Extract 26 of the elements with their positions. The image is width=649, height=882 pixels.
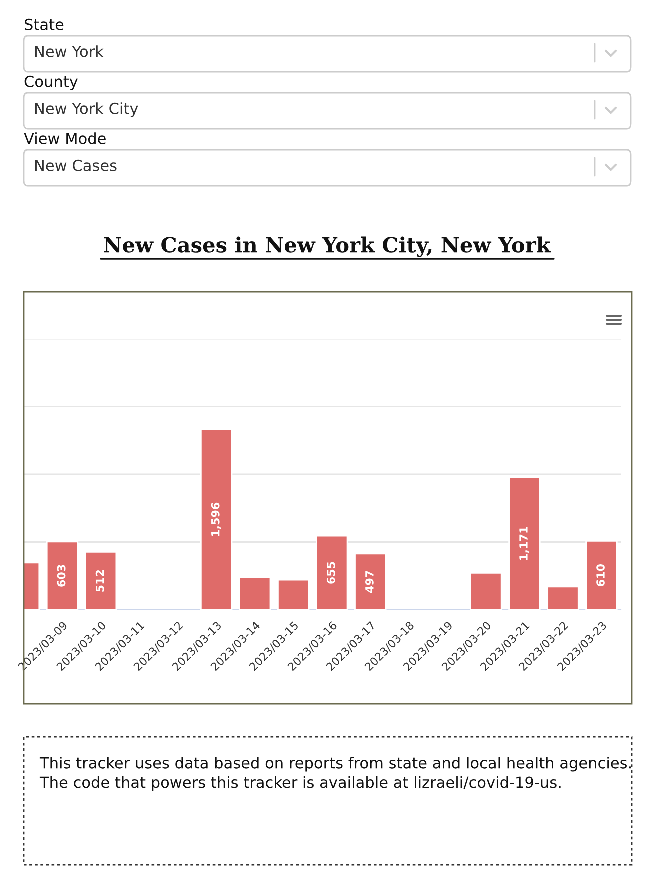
data-label: 497 — [365, 571, 374, 594]
bar — [46, 541, 79, 610]
data-label: 603 — [57, 565, 66, 587]
bar — [278, 579, 310, 610]
text: New York City — [36, 102, 138, 118]
text: This tracker uses data based on reports from state and local health agencies. The code that powers this tracker is available at lizraeli/covid-19-us. — [40, 757, 631, 792]
data-label: 1,596 — [211, 502, 222, 536]
bar — [238, 577, 272, 610]
bar — [547, 586, 580, 610]
data-label: 655 — [326, 562, 336, 584]
bar — [586, 540, 618, 610]
text: County — [24, 76, 78, 90]
bar — [200, 429, 233, 610]
text: View Mode — [24, 132, 106, 144]
data-label: 1,171 — [520, 527, 530, 560]
data-label: 512 — [96, 570, 104, 592]
chart-title: New Cases in New York City, New York — [104, 236, 552, 258]
bar — [316, 535, 348, 610]
bar — [508, 477, 541, 610]
bar — [354, 553, 387, 610]
text: State — [25, 18, 64, 30]
bar — [470, 572, 502, 610]
data-label: 610 — [596, 564, 605, 586]
text: New York — [36, 46, 104, 58]
bar — [84, 551, 118, 610]
text: New Cases — [36, 160, 117, 172]
